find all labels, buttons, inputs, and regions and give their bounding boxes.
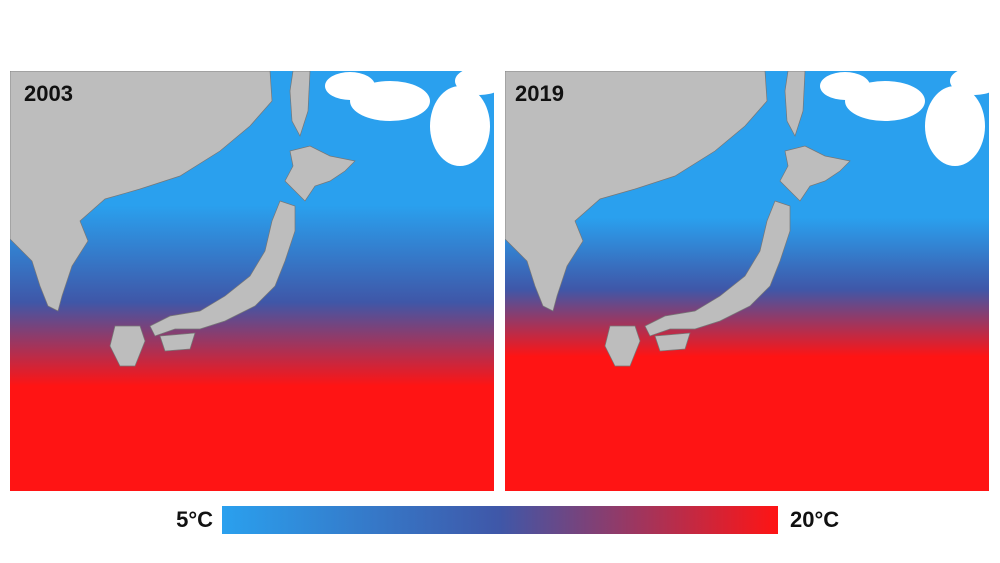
color-bar — [222, 506, 778, 534]
panel-label: 2019 — [515, 81, 564, 106]
color-bar-min-label: 5°C — [176, 507, 213, 532]
panel-label: 2003 — [24, 81, 73, 106]
color-bar-max-label: 20°C — [790, 507, 839, 532]
map-panel: 2003 — [10, 71, 494, 491]
map-panel: 2019 — [505, 71, 989, 491]
